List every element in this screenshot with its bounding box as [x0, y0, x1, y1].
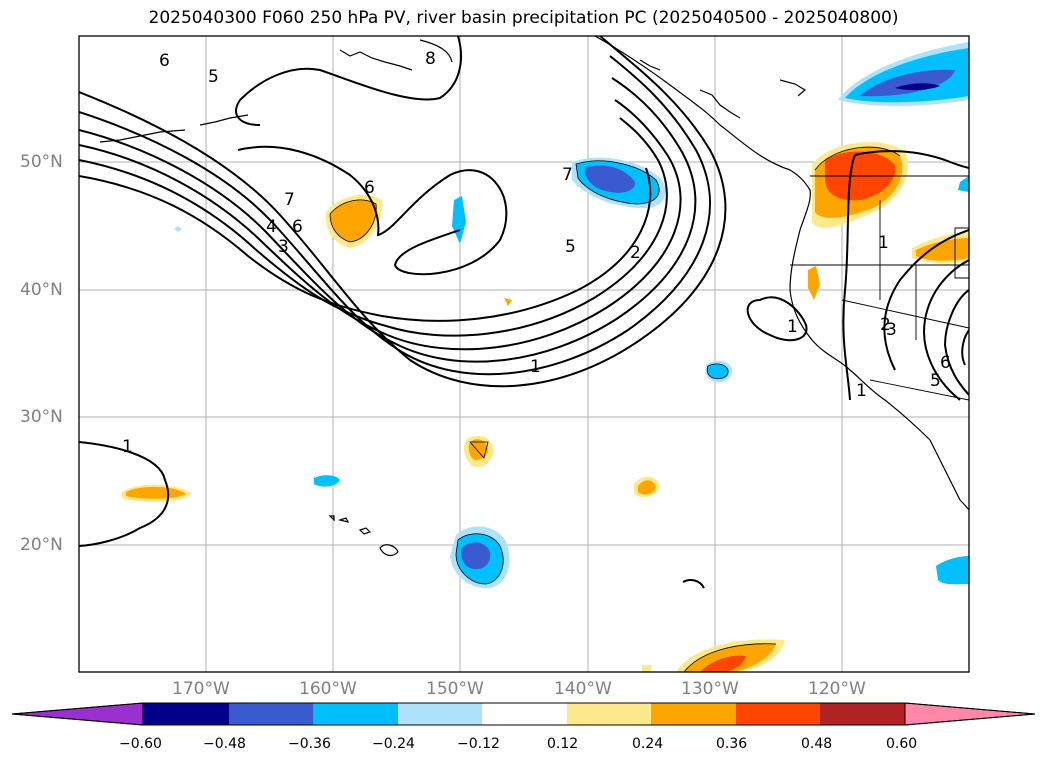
contour-label: 7	[284, 190, 295, 210]
contour-label: 1	[530, 357, 541, 377]
contour-label: 6	[159, 51, 170, 71]
contour-label: 6	[940, 353, 951, 373]
precip-outlines	[329, 146, 901, 672]
colorbar-tick: −0.60	[119, 736, 162, 752]
contour-label: 1	[856, 381, 867, 401]
lon-label-160w: 160°W	[299, 679, 357, 699]
contour-label: 1	[787, 317, 798, 337]
colorbar-tick: 0.60	[886, 736, 918, 752]
contour-label: 8	[425, 49, 436, 69]
lon-label-120w: 120°W	[808, 679, 866, 699]
contour-label: 5	[208, 67, 219, 87]
lon-label-170w: 170°W	[172, 679, 230, 699]
colorbar-tick: −0.48	[203, 736, 246, 752]
lat-label-20n: 20°N	[20, 535, 63, 555]
lat-label-50n: 50°N	[20, 152, 63, 172]
colorbar-tick: −0.36	[288, 736, 331, 752]
contour-label: 3	[278, 237, 289, 257]
contour-label: 2	[880, 315, 891, 335]
lon-label-150w: 150°W	[426, 679, 484, 699]
contour-label: 1	[122, 437, 133, 457]
contour-label: 4	[266, 217, 277, 237]
gridlines	[79, 36, 969, 672]
contour-label: 6	[364, 178, 375, 198]
colorbar-tick: 0.12	[547, 736, 579, 752]
lon-label-130w: 130°W	[681, 679, 739, 699]
coastlines	[99, 36, 969, 557]
map-panel	[79, 36, 969, 672]
colorbar-tick: 0.24	[632, 736, 664, 752]
contour-label: 2	[630, 243, 641, 263]
contour-label: 5	[930, 371, 941, 391]
colorbar	[11, 702, 1036, 726]
colorbar-tick: −0.12	[457, 736, 500, 752]
lat-label-30n: 30°N	[20, 407, 63, 427]
lat-label-40n: 40°N	[20, 280, 63, 300]
colorbar-tick: 0.48	[801, 736, 833, 752]
colorbar-tick: 0.36	[716, 736, 748, 752]
borders	[790, 175, 969, 401]
contour-label: 1	[878, 233, 889, 253]
pv-contours	[79, 36, 969, 589]
map-frame	[78, 35, 970, 673]
contour-labels: 6 5 8 7 4 3 6 6 7 5 2 1 1 2 3 6 5 1 1 1	[122, 49, 951, 457]
contour-label: 3	[886, 320, 897, 340]
contour-label: 7	[562, 165, 573, 185]
precip-fill-areas	[122, 42, 969, 672]
contour-label: 5	[565, 237, 576, 257]
map-title: 2025040300 F060 250 hPa PV, river basin …	[148, 8, 899, 28]
contour-label: 6	[292, 217, 303, 237]
colorbar-tick: −0.24	[372, 736, 415, 752]
lon-label-140w: 140°W	[554, 679, 612, 699]
